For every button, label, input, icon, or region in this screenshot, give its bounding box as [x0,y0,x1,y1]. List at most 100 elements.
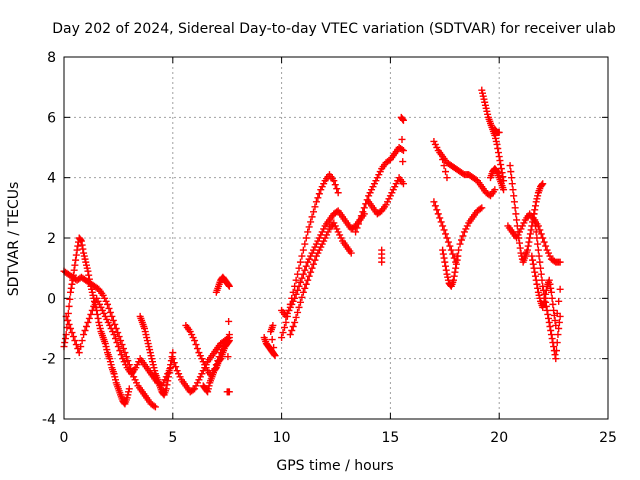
data-point [270,351,278,359]
data-point [117,351,125,359]
series-rise-3 [286,219,355,339]
data-point [80,331,88,339]
data-point [356,216,364,224]
data-point [398,146,406,154]
data-point [78,337,86,345]
data-point [224,353,232,361]
data-point [513,216,521,224]
data-point [330,177,338,185]
series-rise-4 [352,144,407,236]
data-point [271,352,279,360]
data-point [547,284,555,292]
y-tick-label: 0 [47,291,56,307]
data-point [556,285,564,293]
data-point [110,331,118,339]
data-point [88,306,96,314]
data-point [540,238,548,246]
data-point [109,316,117,324]
data-point [286,331,294,339]
x-axis-label: GPS time / hours [276,458,393,474]
data-point [531,206,539,214]
series-rise-1 [278,171,342,342]
data-point [512,210,520,218]
data-point [440,162,448,170]
data-point [523,246,531,254]
data-point [530,264,538,272]
data-point [531,272,539,280]
x-tick-label: 10 [273,430,291,446]
data-point [556,258,564,266]
data-point [296,258,304,266]
data-point [65,302,73,310]
data-point [447,246,455,254]
data-point [170,359,178,367]
data-point [64,316,72,324]
data-point [550,306,558,314]
data-point [542,242,550,250]
data-point [535,252,543,260]
data-point [450,276,458,284]
data-point [510,198,518,206]
data-point [493,140,501,148]
data-point [538,181,546,189]
data-point [72,341,80,349]
data-point [169,349,177,357]
data-point [164,377,172,385]
data-point [311,256,319,264]
data-point [114,343,122,351]
data-point [113,339,121,347]
data-point [289,322,297,330]
series-rise-2 [278,207,368,320]
data-point [531,268,539,276]
data-point [61,335,69,343]
data-point [169,355,177,363]
data-point [87,310,95,318]
data-point [555,318,563,326]
data-point [310,260,318,268]
series-rise-5 [365,113,407,266]
data-point [533,234,541,242]
data-point [314,194,322,202]
data-point [399,115,407,123]
data-point [308,213,316,221]
data-point [84,267,92,275]
data-point [516,244,524,252]
data-point [305,272,313,280]
data-point [528,252,536,260]
y-tick-label: 8 [47,50,56,66]
data-point [529,256,537,264]
data-point [534,240,542,248]
y-tick-label: -4 [42,412,56,428]
data-point [114,329,122,337]
data-point [378,246,386,254]
data-point [225,388,233,396]
data-point [439,246,447,254]
data-point [299,288,307,296]
data-point [548,294,556,302]
data-point [111,335,119,343]
data-point [359,208,367,216]
data-point [360,204,368,212]
y-axis-label: SDTVAR / TECUs [6,182,22,297]
data-point [307,218,315,226]
data-point [442,168,450,176]
data-point [295,282,303,290]
data-point [85,314,93,322]
data-point [451,268,459,276]
data-point [192,341,200,349]
data-point [301,240,309,248]
y-tick-label: 2 [47,231,56,247]
data-point [75,349,83,357]
data-point [526,234,534,242]
data-point [305,223,313,231]
data-point [495,153,503,161]
data-point [498,169,506,177]
data-point [294,308,302,316]
data-point [315,190,323,198]
data-point [533,280,541,288]
data-point [79,245,87,253]
data-point [151,403,159,411]
data-point [548,335,556,343]
data-point [165,369,173,377]
data-point [542,286,550,294]
